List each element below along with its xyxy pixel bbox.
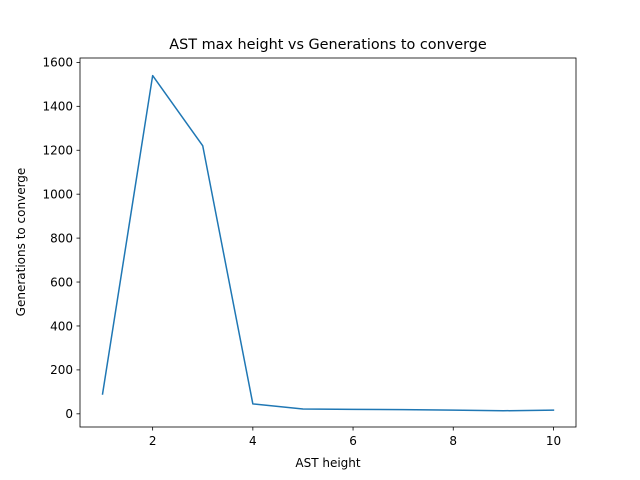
x-tick-label-4: 4 [249, 434, 257, 448]
y-tick-label-0: 0 [65, 407, 73, 421]
y-tick-label-1400: 1400 [42, 100, 73, 114]
x-tick-label-8: 8 [449, 434, 457, 448]
plot-frame [79, 57, 577, 428]
y-tick-label-1000: 1000 [42, 187, 73, 201]
x-tick-label-2: 2 [149, 434, 157, 448]
x-tick-label-6: 6 [349, 434, 357, 448]
y-tick-label-400: 400 [50, 319, 73, 333]
y-tick-label-1200: 1200 [42, 144, 73, 158]
y-tick-label-600: 600 [50, 275, 73, 289]
series-line-1 [101, 74, 555, 412]
y-tick-label-800: 800 [50, 231, 73, 245]
x-tick-label-10: 10 [546, 434, 561, 448]
plot-area: 2 4 6 8 10 0 200 400 600 800 1000 1200 1400 1600 [42, 56, 577, 448]
y-tick-label-200: 200 [50, 363, 73, 377]
chart-title: AST max height vs Generations to converg… [169, 37, 487, 53]
x-axis-label: AST height [295, 456, 361, 470]
y-axis-label: Generations to converge [14, 168, 28, 317]
y-tick-label-1600: 1600 [42, 56, 73, 70]
